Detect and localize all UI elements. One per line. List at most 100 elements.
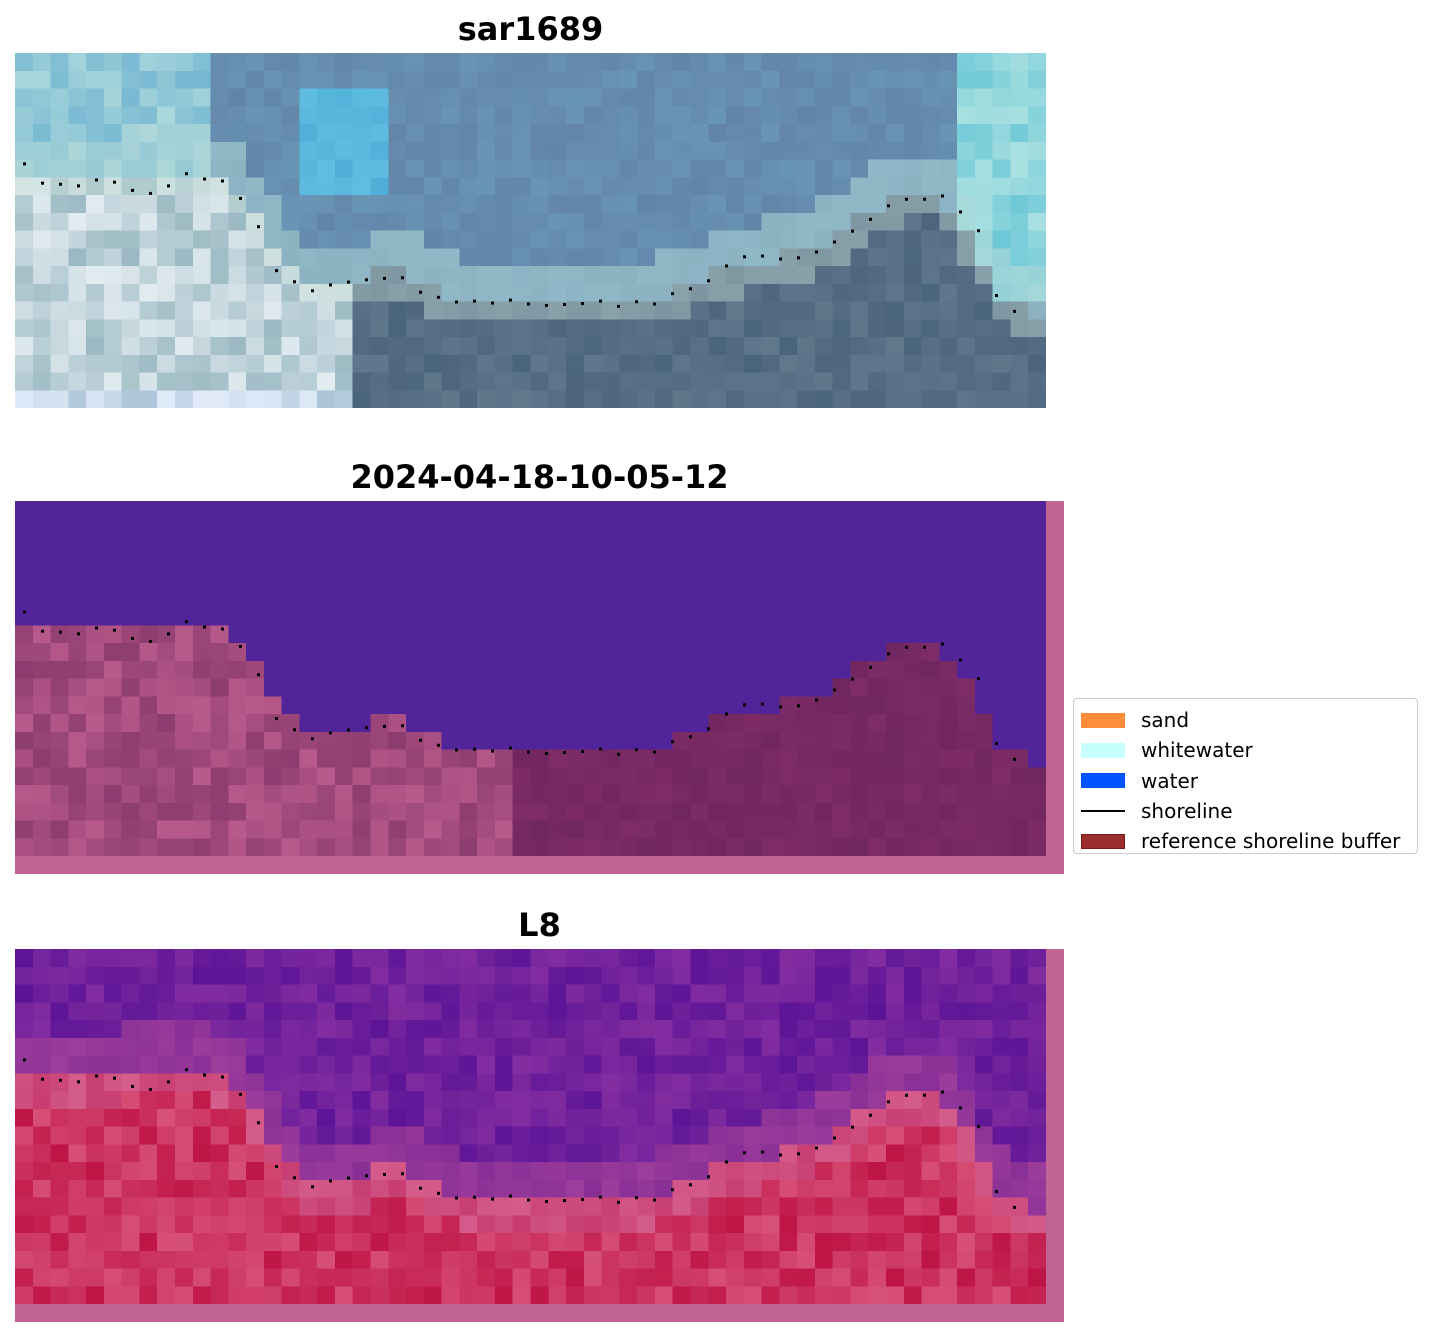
legend-swatch-whitewater: [1081, 742, 1125, 758]
shoreline-dot: [941, 1090, 944, 1094]
shoreline-dot: [797, 704, 800, 708]
shoreline-dot: [869, 1113, 872, 1117]
shoreline-dot: [221, 179, 224, 183]
shoreline-dot: [761, 254, 764, 258]
shoreline-dot: [239, 1092, 242, 1096]
shoreline-dot: [635, 748, 638, 752]
shoreline-dot: [257, 225, 260, 229]
shoreline-dot: [77, 632, 80, 636]
shoreline-dot: [455, 748, 458, 752]
shoreline-dot: [59, 1078, 62, 1082]
shoreline-dot: [329, 731, 332, 735]
shoreline-dot: [599, 299, 602, 303]
shoreline-dot: [923, 1093, 926, 1097]
shoreline-dot: [617, 752, 620, 756]
shoreline-dot: [365, 726, 368, 730]
legend-line-shoreline: [1081, 810, 1125, 813]
legend-item-reference-shoreline-buffer: reference shoreline buffer: [1074, 826, 1417, 856]
shoreline-dot: [977, 229, 980, 233]
shoreline-dot: [563, 303, 566, 307]
shoreline-dot: [851, 677, 854, 681]
shoreline-dot: [455, 1196, 458, 1200]
shoreline-dot: [887, 1100, 890, 1104]
buffer-border-right: [1046, 949, 1064, 1322]
shoreline-dot: [941, 194, 944, 198]
shoreline-dot: [545, 1199, 548, 1203]
legend-item-shoreline: shoreline: [1074, 796, 1417, 826]
shoreline-dot: [491, 1197, 494, 1201]
shoreline-dot: [1013, 309, 1016, 313]
shoreline-dot: [167, 1080, 170, 1084]
shoreline-dot: [437, 743, 440, 747]
shoreline-dot: [473, 299, 476, 303]
shoreline-dot: [293, 1176, 296, 1180]
shoreline-dot: [545, 303, 548, 307]
shoreline-dot: [311, 1185, 314, 1189]
shoreline-dot: [41, 629, 44, 633]
shoreline-dot: [203, 177, 206, 181]
shoreline-dot: [23, 162, 26, 166]
shoreline-dot: [275, 269, 278, 273]
shoreline-dot: [131, 188, 134, 192]
shoreline-dot: [527, 750, 530, 754]
shoreline-dot: [329, 283, 332, 287]
shoreline-dot: [869, 217, 872, 221]
shoreline-dot: [887, 204, 890, 208]
shoreline-dot: [149, 639, 152, 643]
shoreline-dot: [77, 1080, 80, 1084]
shoreline-dot: [671, 1188, 674, 1192]
shoreline-dot: [347, 728, 350, 732]
legend-label: water: [1141, 768, 1198, 793]
shoreline-dot: [1013, 757, 1016, 761]
shoreline-dot: [761, 1150, 764, 1154]
shoreline-dot: [581, 1198, 584, 1202]
shoreline-dot: [239, 196, 242, 200]
shoreline-dot: [671, 292, 674, 296]
legend-label: whitewater: [1141, 738, 1253, 763]
shoreline-dot: [599, 1195, 602, 1199]
shoreline-dot: [419, 738, 422, 742]
legend-label: sand: [1141, 708, 1190, 733]
shoreline-dot: [851, 229, 854, 233]
shoreline-dot: [995, 1190, 998, 1194]
shoreline-dot: [185, 172, 188, 176]
shoreline-dot: [995, 742, 998, 746]
legend-label: shoreline: [1141, 799, 1233, 824]
shoreline-dot: [905, 1093, 908, 1097]
shoreline-dot: [347, 1176, 350, 1180]
shoreline-dot: [401, 1172, 404, 1176]
shoreline-dot: [131, 636, 134, 640]
shoreline-dot: [707, 1175, 710, 1179]
shoreline-dot: [437, 1191, 440, 1195]
shoreline-dot: [851, 1125, 854, 1129]
classified-image: [15, 501, 1064, 874]
shoreline-dot: [509, 298, 512, 302]
shoreline-dot: [167, 184, 170, 188]
shoreline-dot: [779, 257, 782, 261]
shoreline-dot: [707, 279, 710, 283]
shoreline-dot: [833, 240, 836, 244]
shoreline-dot: [113, 180, 116, 184]
shoreline-dot: [833, 1136, 836, 1140]
shoreline-dot: [149, 191, 152, 195]
shoreline-dot: [779, 705, 782, 709]
shoreline-dot: [653, 1198, 656, 1202]
shoreline-dot: [635, 1196, 638, 1200]
shoreline-dot: [41, 1077, 44, 1081]
shoreline-dot: [185, 620, 188, 624]
shoreline-dot: [545, 751, 548, 755]
shoreline-dot: [221, 1075, 224, 1079]
shoreline-dot: [473, 747, 476, 751]
shoreline-dot: [635, 300, 638, 304]
shoreline-dot: [887, 652, 890, 656]
shoreline-dot: [365, 1174, 368, 1178]
legend-swatch-sand: [1081, 712, 1125, 728]
shoreline-dot: [815, 250, 818, 254]
shoreline-dot: [203, 625, 206, 629]
shoreline-dot: [509, 1194, 512, 1198]
shoreline-dot: [599, 747, 602, 751]
shoreline-dot: [491, 749, 494, 753]
shoreline-dot: [797, 256, 800, 260]
panel-title-classified: 2024-04-18-10-05-12: [350, 458, 729, 496]
shoreline-dot: [815, 698, 818, 702]
